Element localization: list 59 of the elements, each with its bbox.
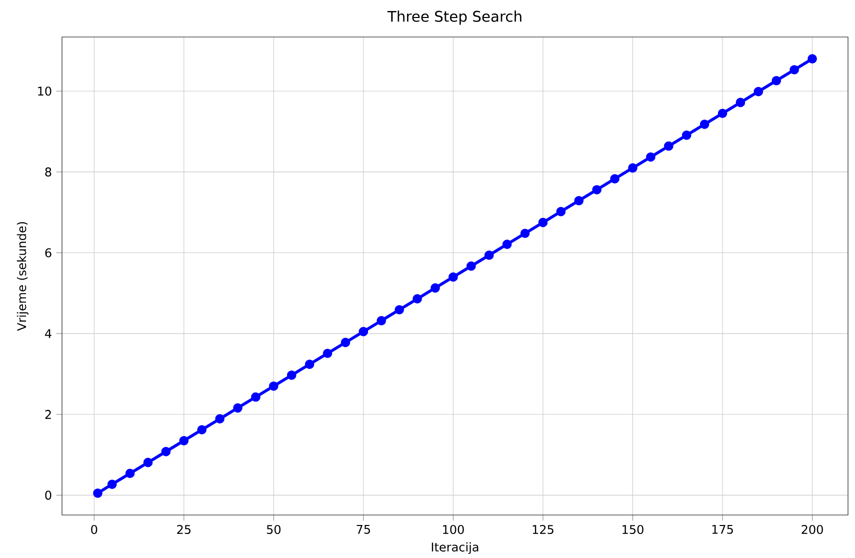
point	[592, 185, 602, 194]
y-tick-label: 10	[38, 86, 52, 96]
point	[322, 348, 332, 358]
point	[251, 392, 260, 402]
point	[161, 446, 171, 456]
x-tick-label: 75	[356, 524, 370, 534]
point	[808, 54, 817, 64]
point	[574, 196, 584, 206]
point	[376, 316, 386, 326]
point	[646, 152, 656, 162]
x-tick-label: 50	[266, 524, 281, 534]
x-tick-label: 125	[532, 524, 554, 534]
point	[754, 86, 764, 96]
y-tick-label: 0	[45, 490, 52, 500]
point	[682, 130, 692, 140]
point	[340, 338, 350, 348]
x-tick-label: 150	[622, 524, 644, 534]
x-tick-label: 200	[802, 524, 823, 534]
point	[556, 206, 566, 216]
point	[790, 65, 799, 74]
y-tick-label: 6	[45, 248, 52, 258]
x-axis-title: Iteracija	[432, 542, 478, 554]
point	[233, 403, 242, 413]
point	[430, 283, 440, 293]
point	[93, 488, 102, 498]
point	[304, 360, 314, 369]
point	[143, 458, 153, 468]
point	[269, 381, 278, 391]
y-axis-title: Vrijeme (sekunde)	[16, 222, 29, 331]
point	[179, 436, 189, 446]
point	[502, 240, 512, 249]
point	[718, 108, 728, 118]
point	[736, 98, 746, 108]
point	[412, 294, 422, 304]
point	[286, 370, 296, 380]
point	[394, 305, 404, 314]
point	[520, 228, 530, 238]
point	[215, 414, 224, 424]
point	[610, 174, 620, 184]
point	[772, 76, 782, 86]
point	[197, 425, 207, 434]
chart-title: Three Step Search	[387, 10, 522, 25]
point	[125, 468, 135, 478]
y-tick-label: 4	[45, 329, 52, 338]
x-tick-label: 175	[712, 524, 733, 534]
y-tick-label: 8	[45, 167, 52, 176]
x-tick-label: 25	[177, 524, 190, 534]
point	[664, 141, 674, 151]
point	[466, 261, 476, 271]
y-tick-label: 2	[45, 410, 51, 419]
point	[628, 163, 638, 173]
point	[107, 480, 117, 489]
point	[484, 250, 494, 260]
x-tick-label: 100	[443, 524, 464, 534]
point	[538, 218, 548, 228]
point	[358, 326, 368, 336]
point	[700, 120, 710, 129]
x-tick-label: 0	[91, 524, 98, 534]
point	[448, 272, 458, 282]
